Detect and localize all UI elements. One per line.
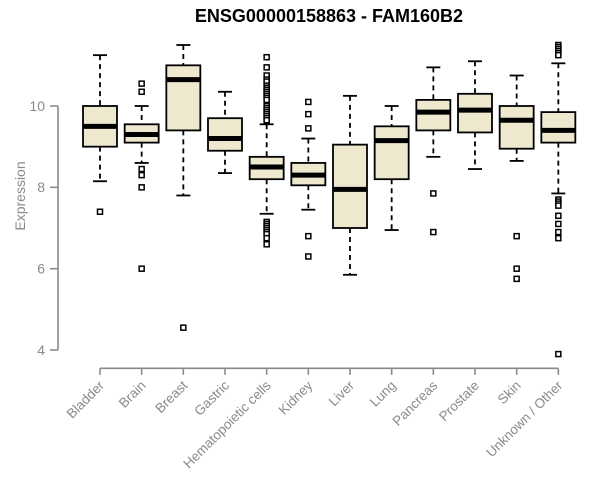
outlier-point xyxy=(263,116,270,124)
boxplot-kidney xyxy=(290,98,327,260)
boxplot-liver xyxy=(332,94,368,276)
outlier-point xyxy=(305,125,312,132)
y-tick-label: 8 xyxy=(37,179,45,195)
y-axis: 4 6 8 10 xyxy=(29,98,59,358)
x-tick-label-pancreas: Pancreas xyxy=(390,378,441,429)
outlier-point xyxy=(555,234,562,242)
y-tick-label: 10 xyxy=(29,98,45,114)
y-tick-label: 4 xyxy=(37,342,45,358)
x-tick-label-kidney: Kidney xyxy=(276,378,316,418)
outlier-point xyxy=(263,241,270,248)
x-tick-label-breast: Breast xyxy=(152,378,190,416)
boxplot-pancreas xyxy=(415,66,452,236)
y-tick-label: 6 xyxy=(37,261,45,277)
x-tick-label-liver: Liver xyxy=(326,377,358,409)
outlier-point xyxy=(305,110,312,118)
outlier-point xyxy=(138,171,145,179)
outlier-point xyxy=(555,350,562,358)
iqr-box xyxy=(415,98,452,132)
outlier-point xyxy=(138,184,145,191)
x-tick-label-skin: Skin xyxy=(495,378,524,407)
iqr-box xyxy=(540,111,577,144)
outlier-point xyxy=(138,88,145,96)
outlier-point xyxy=(180,324,187,331)
outlier-point xyxy=(263,234,270,242)
chart-title: ENSG00000158863 - FAM160B2 xyxy=(194,6,464,26)
iqr-box xyxy=(165,64,202,132)
outlier-point xyxy=(555,212,562,220)
boxplot-hematopoietic-cells xyxy=(248,53,285,248)
outlier-point xyxy=(138,165,145,173)
boxplot-prostate xyxy=(457,60,493,170)
iqr-box xyxy=(457,92,493,134)
outlier-point xyxy=(555,228,562,236)
boxplot-unknown-other xyxy=(540,41,577,358)
outlier-point xyxy=(555,202,562,209)
outlier-point xyxy=(305,98,312,106)
outlier-point xyxy=(430,190,437,197)
outlier-point xyxy=(263,64,270,71)
iqr-box xyxy=(373,125,410,181)
x-tick-label-prostate: Prostate xyxy=(436,378,482,424)
boxplot-lung xyxy=(373,105,410,231)
iqr-box xyxy=(332,143,368,229)
boxplot-bladder xyxy=(82,54,118,215)
outlier-point xyxy=(513,265,520,272)
boxplot-skin xyxy=(498,74,535,283)
boxplot-gastric xyxy=(207,90,243,175)
outlier-point xyxy=(555,51,562,59)
boxplot-breast xyxy=(165,44,202,331)
outlier-point xyxy=(263,53,270,61)
boxplot-brain xyxy=(123,80,160,272)
x-tick-label-lung: Lung xyxy=(367,378,399,410)
outlier-point xyxy=(263,96,270,104)
x-tick-label-brain: Brain xyxy=(116,378,149,411)
x-tick-label-gastric: Gastric xyxy=(191,378,232,419)
outlier-point xyxy=(96,208,104,215)
outlier-point xyxy=(138,265,145,272)
outlier-point xyxy=(555,220,562,228)
iqr-box xyxy=(207,117,243,152)
x-tick-label-unknown-other: Unknown / Other xyxy=(483,377,566,460)
outlier-point xyxy=(430,228,437,236)
x-tick-label-bladder: Bladder xyxy=(64,377,108,421)
iqr-box xyxy=(498,105,535,150)
outlier-point xyxy=(513,275,520,283)
outlier-point xyxy=(138,80,145,87)
outlier-point xyxy=(513,232,520,240)
outlier-point xyxy=(305,232,312,240)
outlier-point xyxy=(305,253,312,260)
